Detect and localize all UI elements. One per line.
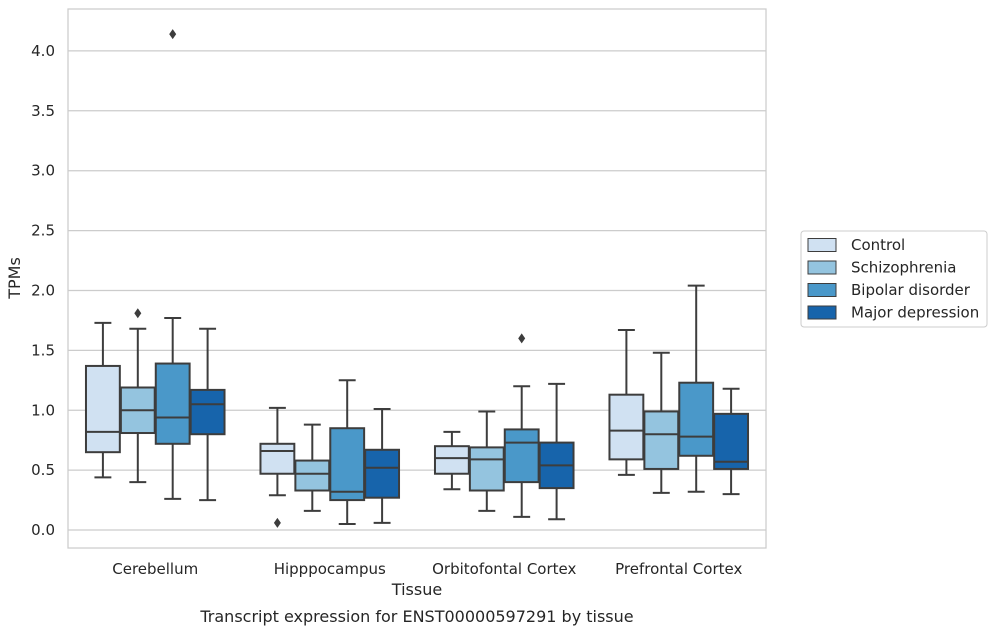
legend-swatch <box>807 260 837 275</box>
box-plot-box <box>364 408 401 524</box>
box-iqr <box>329 427 366 502</box>
box-plot-box <box>329 379 366 526</box>
outlier-point <box>134 308 142 319</box>
box-plot-box <box>119 308 156 484</box>
box-iqr <box>468 446 505 492</box>
y-tick-label: 3.5 <box>31 102 55 120</box>
y-axis-label: TPMs <box>5 257 24 300</box>
chart-title: Transcript expression for ENST0000059729… <box>199 607 633 626</box>
box-iqr <box>154 362 191 445</box>
y-tick-label: 2.5 <box>31 222 55 240</box>
x-tick-label: Hipppocampus <box>274 560 386 578</box>
box-iqr <box>678 381 715 457</box>
y-tick-label: 2.0 <box>31 281 55 299</box>
legend-label: Bipolar disorder <box>851 281 971 299</box>
y-tick-label: 0.5 <box>31 461 55 479</box>
box-plot-box <box>189 327 226 502</box>
box-iqr <box>503 428 540 484</box>
box-plot-box <box>678 284 715 493</box>
box-iqr <box>433 445 470 475</box>
box-iqr <box>364 448 401 499</box>
x-tick-label: Prefrontal Cortex <box>615 560 742 578</box>
legend-label: Major depression <box>851 304 979 322</box>
box-plot-box <box>154 29 191 500</box>
legend: Control Schizophrenia Bipolar disorder Majo… <box>800 230 988 328</box>
box-iqr <box>643 410 680 470</box>
box-plot-box <box>433 430 470 491</box>
y-axis-ticks: 0.0 0.5 1.0 1.5 2.0 2.5 3.0 3.5 4.0 <box>31 42 55 539</box>
x-tick-label: Cerebellum <box>112 560 198 578</box>
x-axis-ticks: Cerebellum Hipppocampus Orbitofontal Corte… <box>112 560 742 578</box>
legend-swatch <box>807 238 837 252</box>
legend-frame <box>800 230 988 328</box>
box-plot-box <box>468 410 505 512</box>
box-iqr <box>189 388 226 436</box>
box-plot-box <box>84 321 121 479</box>
plot-area-frame <box>67 8 767 549</box>
box-iqr <box>84 364 121 454</box>
legend-label: Control <box>851 236 905 254</box>
box-plot-box <box>503 333 540 518</box>
box-plot-box <box>538 382 575 521</box>
box-plot-box <box>608 329 645 476</box>
box-iqr <box>713 412 750 470</box>
box-iqr <box>294 459 331 492</box>
box-plot-box <box>713 387 750 496</box>
boxes <box>84 29 750 528</box>
box-plot-box <box>643 351 680 494</box>
outlier-point <box>518 333 526 344</box>
outlier-point <box>273 517 281 528</box>
y-tick-label: 1.5 <box>31 341 55 359</box>
x-axis-label: Tissue <box>391 580 442 599</box>
box-iqr <box>259 442 296 475</box>
y-tick-label: 1.0 <box>31 401 55 419</box>
outlier-point <box>169 29 177 40</box>
box-plot-box <box>259 406 296 528</box>
y-tick-label: 0.0 <box>31 521 55 539</box>
legend-label: Schizophrenia <box>851 259 956 277</box>
y-tick-label: 4.0 <box>31 42 55 60</box>
y-tick-label: 3.0 <box>31 162 55 180</box>
x-tick-label: Orbitofontal Cortex <box>432 560 576 578</box>
legend-swatch <box>807 305 837 320</box>
box-iqr <box>608 393 645 461</box>
legend-swatch <box>807 283 837 297</box>
box-plot-box <box>294 423 331 512</box>
